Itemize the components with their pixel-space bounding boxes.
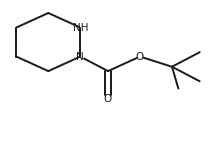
Text: O: O: [136, 52, 144, 62]
Text: N: N: [76, 52, 84, 62]
Text: O: O: [104, 94, 112, 104]
Text: NH: NH: [73, 22, 88, 33]
